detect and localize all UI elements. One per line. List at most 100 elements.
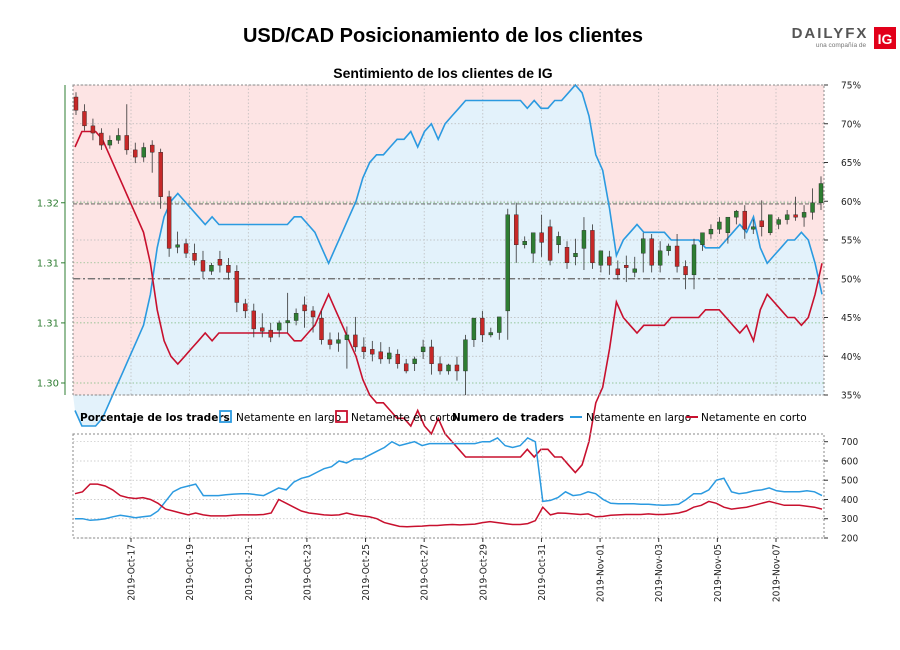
candle-body	[124, 135, 129, 151]
candle-body	[624, 265, 629, 268]
brand-badge: IG	[878, 31, 893, 47]
candle-body	[82, 111, 87, 127]
candle-body	[175, 244, 180, 248]
candle-body	[734, 210, 739, 218]
candle-body	[514, 214, 519, 246]
short-percent-line	[74, 130, 823, 474]
legend-short-label: Netamente en corto	[351, 412, 457, 424]
date-tick-label: 2019-Oct-29	[478, 544, 489, 601]
candle-body	[149, 144, 155, 153]
candle-body	[768, 214, 773, 233]
candle-body	[420, 346, 426, 352]
candle-body	[141, 147, 146, 158]
candle-body	[192, 253, 197, 261]
date-tick-label: 2019-Nov-01	[596, 544, 607, 602]
candle-body	[742, 210, 748, 230]
pct-tick-label: 75%	[841, 81, 861, 92]
date-tick-label: 2019-Oct-31	[537, 544, 548, 601]
candle-body	[784, 214, 790, 220]
candle-body	[649, 238, 654, 266]
candle-body	[505, 214, 510, 312]
pct-tick-label: 55%	[841, 236, 861, 247]
candle-body	[276, 322, 282, 331]
traders-tick-label: 500	[841, 476, 858, 487]
candle-body	[615, 268, 621, 276]
candle-body	[90, 125, 96, 134]
date-tick-label: 2019-Oct-27	[420, 544, 431, 601]
long-area	[73, 85, 824, 426]
candle-body	[632, 268, 637, 273]
candle-body	[683, 266, 688, 276]
date-tick-label: 2019-Oct-21	[244, 544, 255, 601]
legend-long-label: Netamente en largo	[236, 412, 341, 424]
candle-body	[226, 265, 231, 273]
candle-body	[243, 303, 248, 312]
page-title: USD/CAD Posicionamiento de los clientes	[243, 25, 643, 47]
candle-body	[480, 317, 485, 336]
candle-body	[463, 339, 468, 372]
candle-body	[361, 346, 367, 352]
price-tick-label: 1.31	[37, 318, 59, 329]
candle-body	[793, 214, 798, 218]
legend-short-line-label: Netamente en corto	[701, 412, 807, 424]
candle-body	[437, 363, 443, 372]
candle-body	[268, 329, 273, 338]
pct-tick-label: 50%	[841, 274, 861, 285]
candle-body	[598, 250, 604, 266]
candle-body	[725, 216, 731, 233]
price-tick-label: 1.30	[37, 378, 59, 389]
traders-tick-label: 300	[841, 514, 858, 525]
candle-body	[691, 244, 697, 276]
candle-body	[581, 230, 587, 249]
candle-body	[674, 245, 680, 267]
traders-tick-label: 200	[841, 534, 858, 545]
sentiment-background	[73, 85, 824, 426]
date-tick-label: 2019-Oct-19	[185, 544, 196, 601]
candle-body	[387, 352, 392, 360]
candle-body	[234, 271, 240, 303]
price-sentiment-panel: 1.30 1.31 1.31 1.32 35% 40% 45% 50% 55% 60% 65% 70…	[37, 81, 861, 474]
candle-body	[310, 310, 316, 318]
candle-body	[641, 238, 646, 254]
candle-body	[776, 219, 781, 225]
candle-body	[395, 353, 400, 364]
candle-body	[708, 228, 714, 235]
price-tick-label: 1.31	[37, 258, 59, 269]
date-tick-label: 2019-Oct-25	[361, 544, 372, 601]
candle-body	[429, 346, 434, 364]
candle-body	[107, 140, 113, 146]
sentiment-lines	[74, 83, 823, 474]
candle-body	[133, 149, 138, 158]
pct-tick-label: 45%	[841, 313, 861, 324]
candle-body	[522, 241, 527, 246]
candle-body	[327, 339, 333, 345]
candle-body	[801, 212, 807, 218]
candle-body	[454, 364, 460, 372]
candle-body	[666, 245, 671, 252]
candle-body	[564, 247, 570, 264]
traders-tick-label: 600	[841, 456, 858, 467]
lower-frame	[72, 433, 825, 539]
date-tick-label: 2019-Oct-23	[302, 544, 313, 601]
candle-body	[285, 320, 290, 324]
traders-series-line	[75, 436, 823, 522]
legend-short-box	[335, 410, 348, 423]
candle-body	[183, 243, 189, 254]
traders-series-line	[74, 483, 823, 528]
date-axis: 2019-Oct-17 2019-Oct-19 2019-Oct-21 2019-Oc…	[127, 538, 783, 602]
pct-tick-label: 35%	[841, 391, 861, 402]
pct-tick-label: 60%	[841, 197, 861, 208]
legend-long-line-label: Netamente en largo	[586, 412, 691, 424]
candle-body	[717, 221, 722, 230]
candle-body	[293, 313, 299, 321]
candle-body	[590, 230, 595, 264]
candle-body	[556, 236, 561, 246]
candle-body	[353, 334, 358, 348]
long-percent-line	[74, 83, 823, 427]
candle-body	[251, 310, 256, 330]
candlesticks	[73, 92, 824, 395]
upper-chart-title: Sentimiento de los clientes de IG	[333, 65, 552, 81]
candle-body	[818, 183, 824, 203]
